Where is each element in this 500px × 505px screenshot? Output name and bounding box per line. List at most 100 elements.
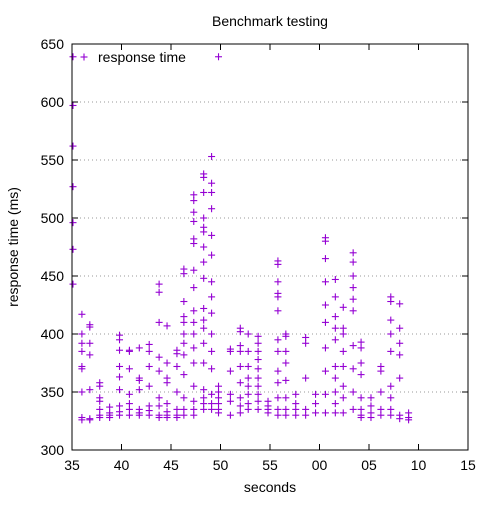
data-point (163, 322, 171, 330)
data-point (190, 411, 198, 419)
data-point (236, 362, 244, 370)
data-point (69, 101, 77, 109)
data-point (116, 373, 124, 381)
data-point (274, 347, 282, 355)
data-point (163, 379, 171, 387)
data-point (282, 347, 290, 355)
data-point (200, 228, 208, 236)
data-point (349, 284, 357, 292)
data-point (86, 416, 94, 424)
data-point (180, 394, 188, 402)
data-point (208, 365, 216, 373)
data-point (78, 365, 86, 373)
data-point (387, 298, 395, 306)
data-point (254, 347, 262, 355)
data-point (180, 270, 188, 278)
x-tick-label: 10 (411, 457, 427, 473)
data-point (69, 280, 77, 288)
data-point (254, 365, 262, 373)
data-point (208, 179, 216, 187)
data-point (396, 300, 404, 308)
data-point (116, 336, 124, 344)
data-point (155, 353, 163, 361)
data-point (208, 153, 216, 161)
data-point (321, 255, 329, 263)
data-point (377, 411, 385, 419)
data-point (339, 382, 347, 390)
data-point (116, 362, 124, 370)
data-point (302, 339, 310, 347)
data-point (208, 309, 216, 317)
data-point (377, 367, 385, 375)
data-point (155, 318, 163, 326)
data-point (226, 411, 234, 419)
data-point (274, 411, 282, 419)
data-point (96, 382, 104, 390)
data-point (254, 339, 262, 347)
data-point (377, 388, 385, 396)
data-point (190, 344, 198, 352)
data-point (200, 274, 208, 282)
data-point (274, 307, 282, 315)
data-point (145, 347, 153, 355)
data-point (357, 359, 365, 367)
data-point (312, 409, 320, 417)
data-point (208, 390, 216, 398)
data-point (200, 359, 208, 367)
data-point (396, 351, 404, 359)
data-point (78, 310, 86, 318)
x-tick-label: 00 (312, 457, 328, 473)
data-point (254, 382, 262, 390)
data-point (69, 219, 77, 227)
data-point (208, 330, 216, 338)
data-point (274, 379, 282, 387)
y-tick-label: 550 (41, 152, 65, 168)
data-point (264, 409, 272, 417)
chart-title: Benchmark testing (212, 13, 328, 29)
data-point (69, 183, 77, 191)
data-point (145, 362, 153, 370)
data-point (173, 388, 181, 396)
data-point (331, 293, 339, 301)
data-point (349, 307, 357, 315)
data-point (339, 303, 347, 311)
data-point (331, 336, 339, 344)
data-point (236, 347, 244, 355)
data-point (226, 367, 234, 375)
data-point (357, 414, 365, 422)
data-point (321, 409, 329, 417)
data-point (96, 397, 104, 405)
data-point (226, 390, 234, 398)
axis-ticks: 300 350 400 450 500 550 600 650 35 40 45 50 55 00 05 10… (41, 36, 476, 473)
data-point (349, 249, 357, 257)
data-point (274, 278, 282, 286)
data-point (331, 275, 339, 283)
data-point (200, 339, 208, 347)
data-point (244, 390, 252, 398)
data-point (321, 237, 329, 245)
data-point (367, 402, 375, 410)
data-point (254, 332, 262, 340)
data-point (274, 293, 282, 301)
data-point (135, 411, 143, 419)
data-point (125, 365, 133, 373)
data-point (190, 197, 198, 205)
y-tick-label: 300 (41, 442, 65, 458)
data-point (145, 382, 153, 390)
data-point (200, 316, 208, 324)
data-point (405, 416, 413, 424)
data-point (331, 400, 339, 408)
data-point (244, 362, 252, 370)
data-point (180, 371, 188, 379)
data-point (236, 379, 244, 387)
data-point (244, 382, 252, 390)
data-point (236, 394, 244, 402)
data-point (200, 258, 208, 266)
data-point (387, 330, 395, 338)
data-point (155, 367, 163, 375)
data-point (292, 411, 300, 419)
data-point (200, 173, 208, 181)
data-point (200, 304, 208, 312)
data-point (274, 367, 282, 375)
